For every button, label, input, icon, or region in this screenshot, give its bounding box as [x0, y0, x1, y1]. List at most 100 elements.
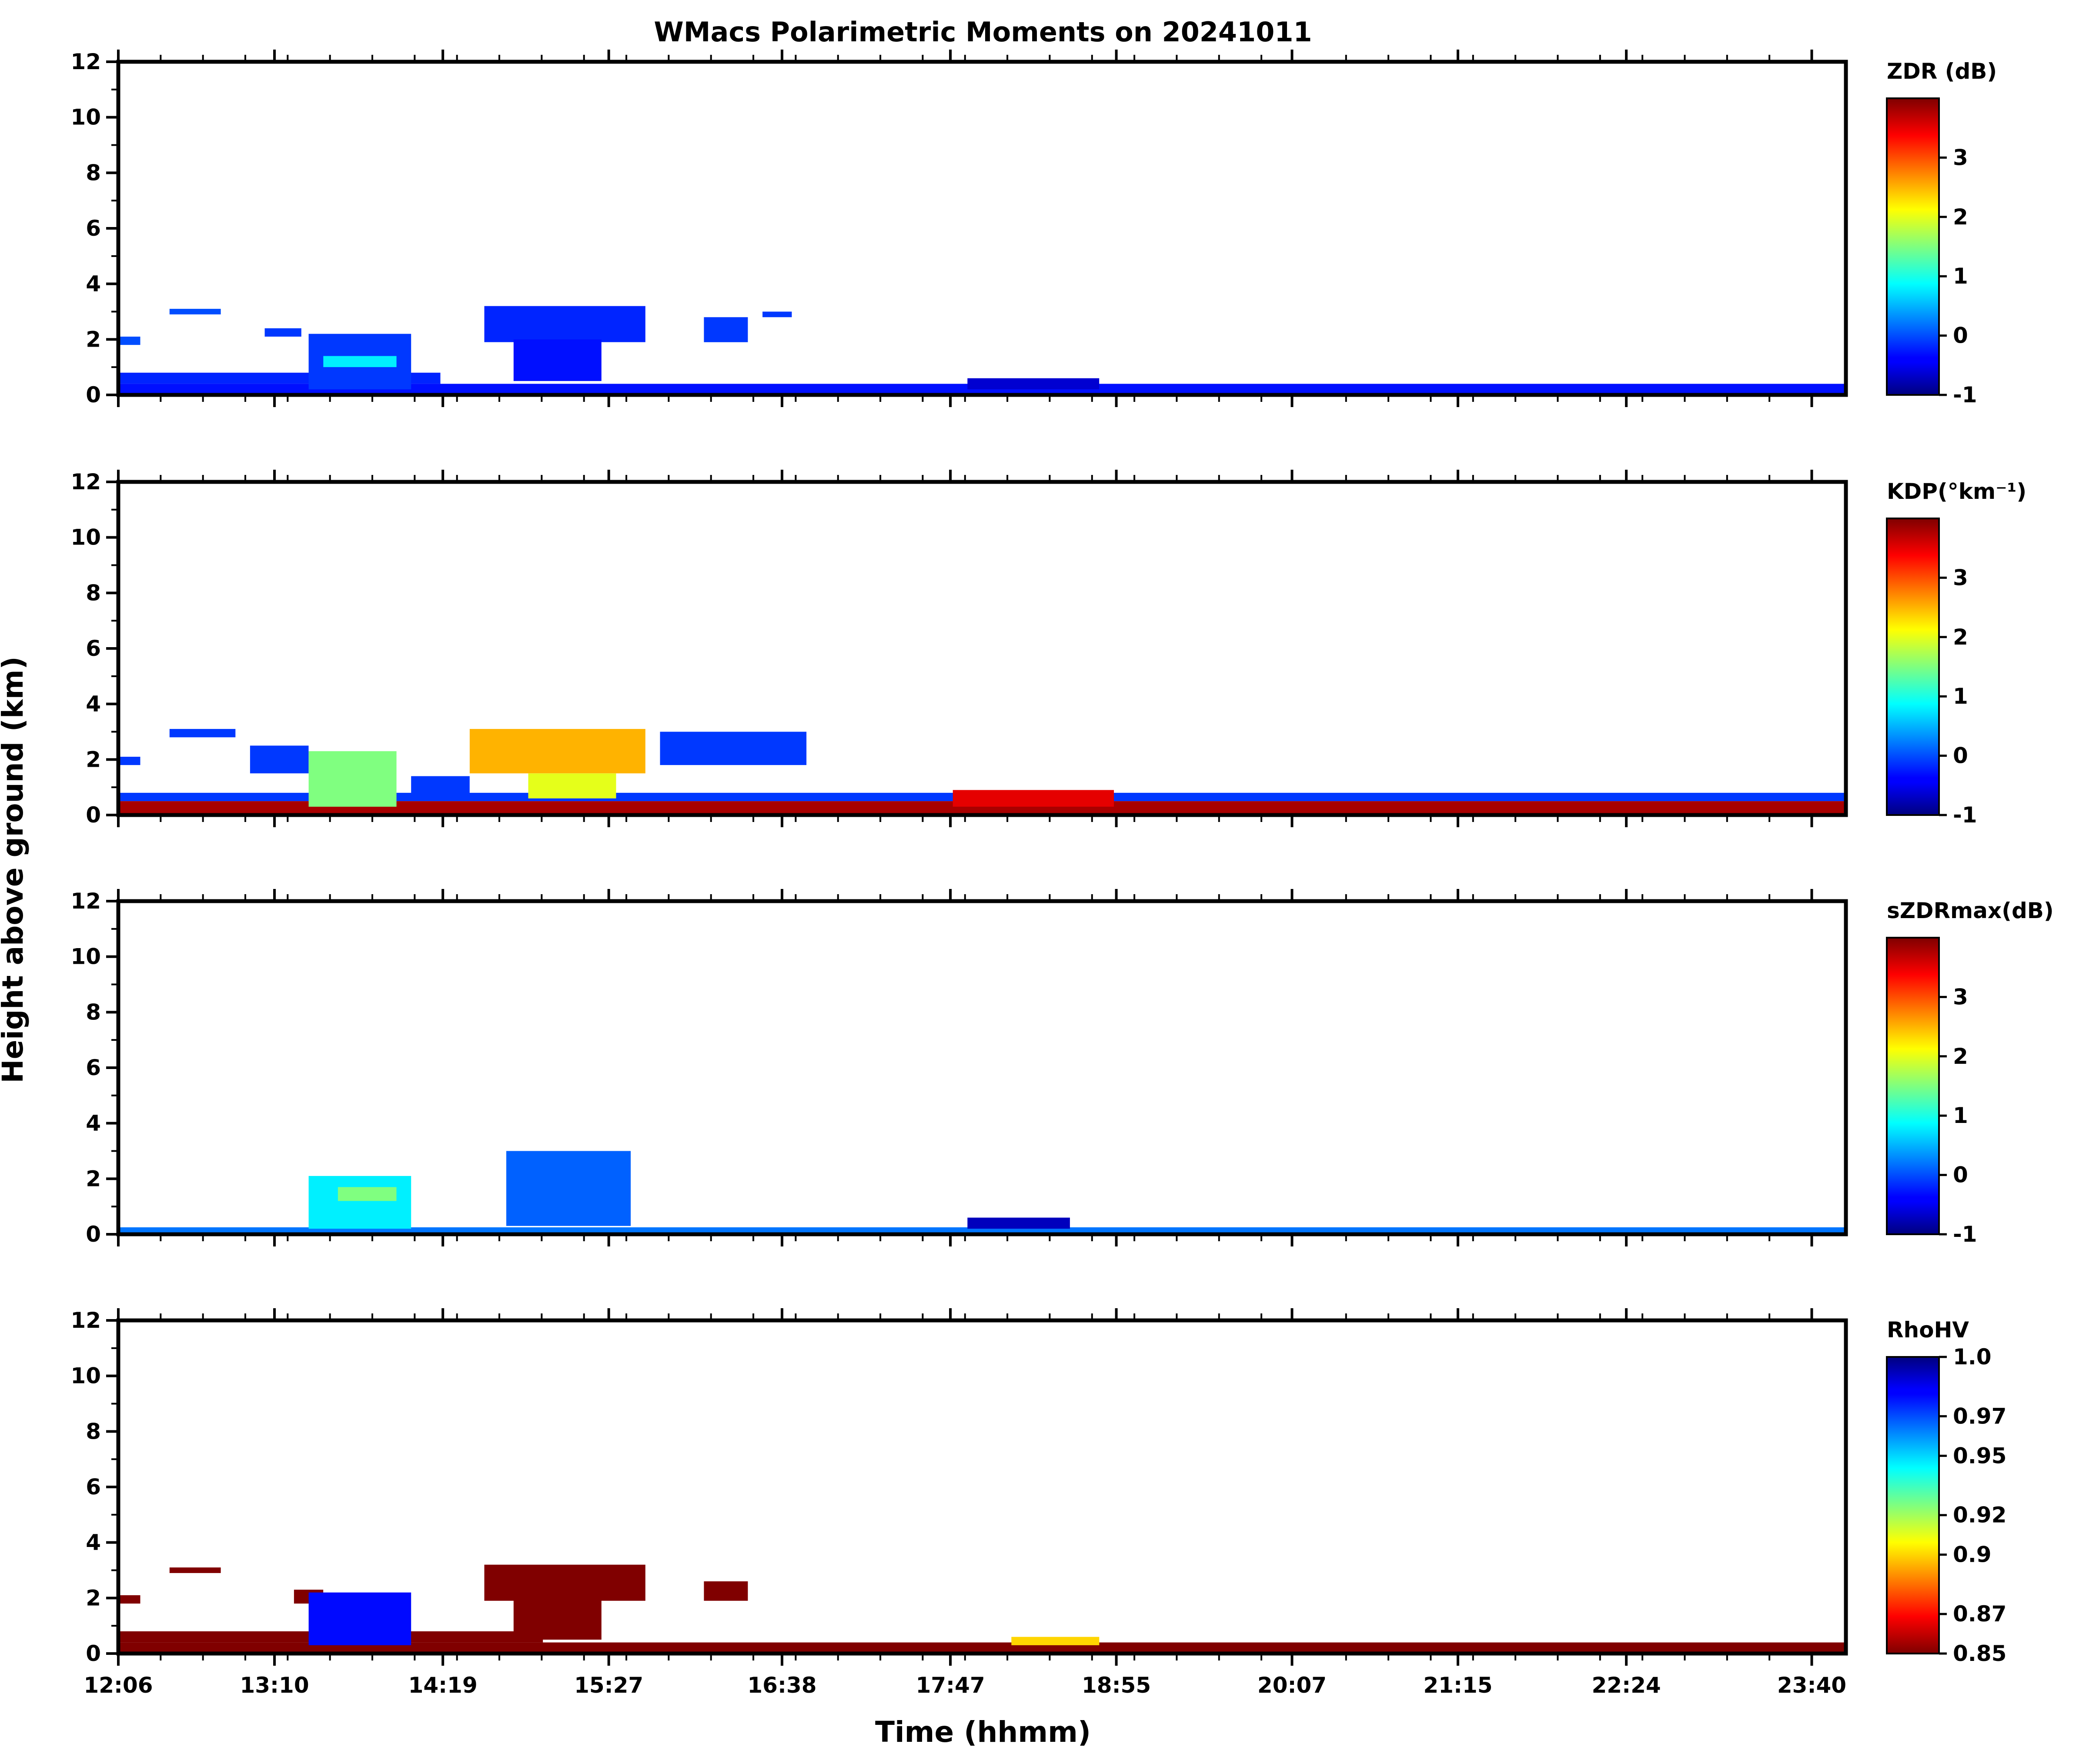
data-region: [704, 317, 748, 342]
colorbar: [1886, 937, 1940, 1235]
data-region: [264, 328, 301, 337]
y-tick-label: 4: [86, 1111, 101, 1136]
colorbar-tick-label: 3: [1953, 984, 1968, 1009]
y-tick-label: 0: [86, 382, 101, 408]
colorbar-tick-label: 1: [1953, 684, 1968, 709]
y-tick-label: 10: [70, 105, 101, 130]
data-region: [513, 1598, 602, 1640]
data-region: [118, 757, 140, 765]
y-axis-title: Height above ground (km): [0, 656, 30, 1083]
data-region: [528, 773, 616, 798]
colorbar-tick-label: 1: [1953, 1103, 1968, 1128]
y-tick-label: 4: [86, 271, 101, 297]
colorbar-tick-label: 0.97: [1953, 1403, 2006, 1429]
colorbar-tick-label: 0.92: [1953, 1503, 2006, 1528]
y-tick-label: 6: [86, 216, 101, 241]
x-tick-label: 17:47: [916, 1673, 985, 1698]
data-region: [484, 306, 645, 342]
colorbar-tick-label: 1.0: [1953, 1344, 1992, 1370]
data-region: [250, 745, 309, 774]
data-region: [308, 751, 397, 807]
x-tick-label: 15:27: [574, 1673, 643, 1698]
colorbar: [1886, 1356, 1940, 1654]
y-tick-label: 2: [86, 747, 101, 772]
y-tick-label: 10: [70, 525, 101, 550]
x-tick-label: 21:15: [1423, 1673, 1492, 1698]
data-region: [660, 732, 807, 765]
colorbar-tick-label: 3: [1953, 565, 1968, 590]
colorbar-tick-label: 3: [1953, 145, 1968, 170]
panel-4: 0 2 4 6 8 10 12 12:06 13:10 14:19 15:27 16:38 17:47 1…: [70, 1308, 2006, 1698]
data-region: [704, 1581, 748, 1601]
data-region: [484, 1564, 645, 1601]
colorbar-title: KDP(°km⁻¹): [1887, 479, 2026, 504]
colorbar-tick-label: 0: [1953, 323, 1968, 348]
x-tick-label: 18:55: [1082, 1673, 1151, 1698]
colorbar-tick-label: 0: [1953, 743, 1968, 768]
y-tick-label: 12: [70, 469, 101, 494]
data-region: [469, 729, 645, 774]
data-region: [308, 1592, 411, 1645]
x-tick-label: 14:19: [408, 1673, 478, 1698]
colorbar-tick-label: -1: [1953, 1222, 1977, 1247]
data-region: [323, 356, 397, 368]
y-tick-label: 0: [86, 1641, 101, 1666]
data-region: [762, 311, 792, 317]
data-region: [506, 1151, 631, 1226]
y-tick-label: 12: [70, 49, 101, 74]
x-tick-label: 22:24: [1592, 1673, 1661, 1698]
data-region: [118, 337, 140, 345]
x-axis-title: Time (hhmm): [875, 1715, 1091, 1749]
data-region: [967, 378, 1100, 390]
data-region: [1011, 1637, 1100, 1645]
y-tick-label: 12: [70, 889, 101, 914]
colorbar-title: sZDRmax(dB): [1887, 898, 2054, 923]
chart-title: WMacs Polarimetric Moments on 20241011: [654, 16, 1312, 48]
y-tick-label: 6: [86, 1474, 101, 1500]
data-region: [953, 790, 1114, 807]
y-tick-label: 8: [86, 1419, 101, 1444]
y-tick-label: 2: [86, 327, 101, 352]
y-tick-label: 0: [86, 802, 101, 828]
x-tick-label: 13:10: [240, 1673, 309, 1698]
data-region: [308, 1176, 411, 1229]
colorbar-title: RhoHV: [1887, 1317, 1969, 1343]
colorbar-tick-label: 0.85: [1953, 1641, 2006, 1666]
colorbar-tick-label: -1: [1953, 382, 1977, 408]
colorbar: [1886, 518, 1940, 816]
x-tick-label: 12:06: [84, 1673, 153, 1698]
colorbar: [1886, 97, 1940, 396]
x-tick-label: 20:07: [1257, 1673, 1327, 1698]
y-tick-label: 4: [86, 692, 101, 717]
y-tick-label: 8: [86, 999, 101, 1025]
y-tick-label: 6: [86, 636, 101, 661]
colorbar-tick-label: -1: [1953, 802, 1977, 828]
data-region: [411, 776, 470, 796]
data-region: [169, 309, 221, 314]
y-tick-label: 2: [86, 1585, 101, 1610]
y-tick-label: 2: [86, 1166, 101, 1191]
y-tick-label: 12: [70, 1308, 101, 1333]
colorbar-tick-label: 1: [1953, 264, 1968, 289]
colorbar-tick-label: 2: [1953, 625, 1968, 650]
y-tick-label: 6: [86, 1055, 101, 1080]
colorbar-tick-label: 0: [1953, 1163, 1968, 1188]
colorbar-tick-label: 2: [1953, 1044, 1968, 1069]
colorbar-tick-label: 0.9: [1953, 1542, 1992, 1567]
y-tick-label: 8: [86, 580, 101, 605]
data-region: [967, 1217, 1070, 1229]
y-tick-label: 10: [70, 1363, 101, 1389]
x-tick-label: 16:38: [747, 1673, 816, 1698]
colorbar-tick-label: 0.87: [1953, 1601, 2006, 1627]
data-region: [169, 729, 236, 738]
data-region: [338, 1187, 397, 1201]
colorbar-tick-label: 0.95: [1953, 1443, 2006, 1468]
colorbar-tick-label: 2: [1953, 204, 1968, 230]
x-tick-label: 23:40: [1777, 1673, 1846, 1698]
data-region: [118, 1595, 140, 1604]
